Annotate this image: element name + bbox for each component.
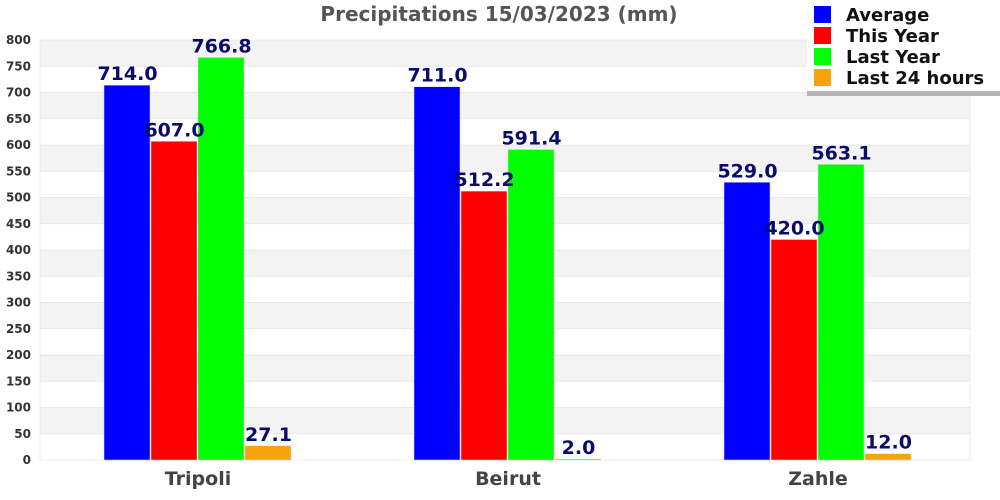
y-tick-label: 400 (6, 243, 31, 257)
grid-band (39, 118, 971, 146)
y-tick-label: 50 (14, 427, 31, 441)
legend-swatch (814, 69, 831, 86)
chart-title: Precipitations 15/03/2023 (mm) (320, 2, 677, 26)
legend-swatch (814, 48, 831, 65)
y-tick-label: 250 (6, 322, 31, 336)
y-tick-label: 450 (6, 217, 31, 231)
bar-last-24-hours-beirut (554, 458, 602, 461)
data-label: 529.0 (717, 160, 777, 182)
bar-this-year-tripoli (150, 141, 198, 461)
bar-this-year-zahle (770, 239, 818, 461)
bar-last-24-hours-tripoli (244, 445, 292, 461)
data-labels: 714.0 607.0 766.8 27.1 711.0 512.2 591.4 2.0 529… (97, 35, 912, 459)
legend-background (807, 0, 1000, 96)
y-tick-label: 750 (6, 59, 31, 73)
legend-label: This Year (846, 26, 939, 47)
data-label: 12.0 (865, 432, 912, 454)
data-label: 2.0 (562, 437, 596, 459)
y-tick-label: 200 (6, 348, 31, 362)
legend-label: Last Year (846, 47, 940, 68)
grid-band (39, 92, 971, 120)
y-tick-label: 550 (6, 164, 31, 178)
legend-label: Average (846, 5, 929, 26)
data-label: 512.2 (454, 169, 514, 191)
y-tick-label: 150 (6, 374, 31, 388)
bar-last-year-beirut (507, 149, 555, 461)
bar-last-year-zahle (817, 164, 865, 461)
data-label: 766.8 (191, 35, 251, 57)
x-category-label: Zahle (788, 468, 848, 490)
bar-last-24-hours-zahle (864, 453, 912, 461)
data-label: 711.0 (407, 65, 467, 87)
y-tick-label: 800 (6, 33, 31, 47)
data-label: 27.1 (245, 424, 292, 446)
legend-label: Last 24 hours (846, 68, 984, 89)
x-category-label: Beirut (475, 468, 541, 490)
bar-this-year-beirut (460, 190, 508, 461)
data-label: 591.4 (501, 128, 561, 150)
y-tick-label: 600 (6, 138, 31, 152)
y-tick-label: 700 (6, 86, 31, 100)
data-label: 714.0 (97, 63, 157, 85)
bar-average-beirut (413, 86, 461, 461)
y-tick-label: 350 (6, 269, 31, 283)
data-label: 563.1 (811, 142, 871, 164)
legend-shadow (807, 91, 1000, 96)
bars (103, 57, 912, 461)
bar-last-year-tripoli (197, 57, 245, 461)
bar-average-zahle (723, 182, 771, 461)
x-axis-categories: Tripoli Beirut Zahle (165, 468, 848, 490)
y-tick-label: 100 (6, 401, 31, 415)
data-label: 607.0 (144, 119, 204, 141)
y-axis-ticks: 0 50 100 150 200 250 300 350 400 450 500 550 600 650 7… (6, 33, 31, 467)
x-category-label: Tripoli (165, 468, 231, 490)
y-tick-label: 500 (6, 191, 31, 205)
y-tick-label: 300 (6, 296, 31, 310)
data-label: 420.0 (764, 218, 824, 240)
legend-swatch (814, 27, 831, 44)
y-tick-label: 650 (6, 112, 31, 126)
bar-average-tripoli (103, 84, 151, 461)
y-tick-label: 0 (23, 453, 31, 467)
legend-swatch (814, 6, 831, 23)
